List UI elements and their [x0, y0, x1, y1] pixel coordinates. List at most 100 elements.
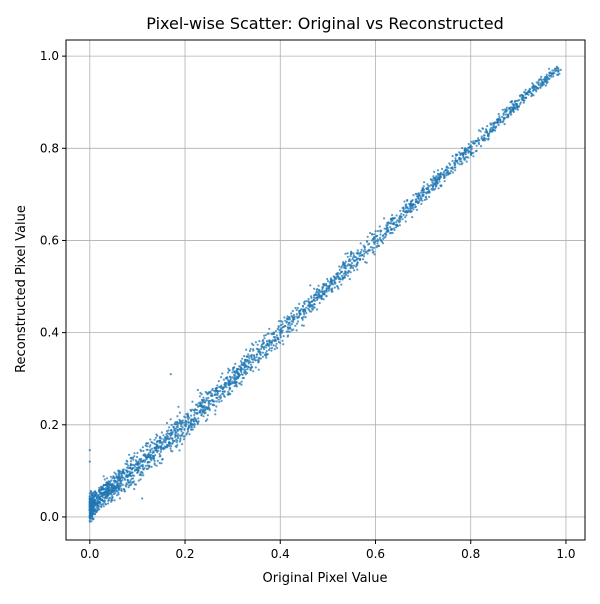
- data-point: [423, 181, 426, 184]
- data-point: [159, 450, 162, 453]
- data-point: [376, 238, 379, 241]
- data-point: [136, 463, 140, 466]
- data-point: [136, 470, 139, 473]
- data-point: [544, 77, 547, 80]
- data-point: [539, 86, 542, 89]
- data-point: [390, 220, 393, 223]
- data-point: [223, 381, 227, 384]
- data-point: [115, 476, 118, 479]
- data-point: [389, 226, 392, 229]
- data-point: [105, 482, 108, 485]
- data-point: [317, 295, 320, 298]
- data-point: [358, 254, 361, 257]
- data-point: [362, 250, 365, 253]
- data-point: [346, 255, 349, 258]
- data-point: [184, 416, 187, 419]
- data-point: [148, 445, 151, 448]
- data-point: [129, 460, 133, 463]
- data-point: [110, 483, 113, 486]
- data-point: [412, 194, 415, 197]
- data-point: [109, 480, 112, 483]
- data-point: [175, 445, 178, 449]
- data-point: [548, 74, 551, 77]
- data-point: [461, 146, 464, 150]
- data-point: [131, 471, 134, 474]
- data-point: [435, 181, 438, 184]
- data-point: [239, 360, 242, 363]
- data-point: [393, 217, 396, 220]
- data-point: [146, 464, 149, 467]
- data-point: [498, 116, 501, 120]
- data-point: [90, 510, 94, 513]
- data-point: [239, 382, 242, 385]
- data-point: [373, 253, 376, 256]
- data-point: [439, 175, 442, 178]
- data-point: [261, 342, 264, 346]
- data-point: [344, 252, 347, 255]
- data-point: [208, 407, 211, 410]
- data-point: [120, 480, 123, 483]
- data-point: [425, 198, 428, 201]
- data-point: [232, 366, 235, 370]
- data-point: [207, 402, 210, 405]
- data-point: [128, 466, 131, 470]
- data-point: [373, 233, 376, 236]
- data-point: [302, 324, 305, 327]
- data-point: [443, 180, 446, 183]
- data-point: [426, 183, 429, 186]
- data-point: [391, 214, 394, 217]
- data-point: [213, 389, 216, 392]
- data-point: [247, 355, 250, 358]
- data-point: [176, 430, 179, 433]
- data-point: [329, 277, 333, 280]
- data-point: [121, 475, 124, 478]
- data-point: [487, 137, 490, 140]
- data-point: [535, 81, 538, 84]
- data-point: [88, 502, 91, 505]
- data-point: [245, 355, 248, 358]
- data-point: [522, 101, 525, 104]
- data-point: [366, 249, 369, 252]
- data-point: [428, 185, 431, 188]
- data-point: [313, 306, 316, 309]
- data-point: [415, 208, 418, 211]
- data-point: [243, 366, 246, 369]
- y-axis-label: Reconstructed Pixel Value: [14, 205, 29, 373]
- data-point: [384, 232, 387, 235]
- data-point: [379, 229, 382, 232]
- data-point: [305, 311, 308, 315]
- data-point: [458, 156, 461, 159]
- data-point: [389, 222, 392, 225]
- data-point: [282, 326, 285, 329]
- data-point: [213, 394, 217, 397]
- data-point: [290, 320, 293, 323]
- data-point: [193, 411, 196, 414]
- data-point: [265, 346, 268, 349]
- data-point: [101, 493, 104, 496]
- data-point: [171, 441, 174, 444]
- data-point: [363, 252, 366, 255]
- data-point: [289, 324, 292, 327]
- data-point: [88, 516, 91, 519]
- data-point: [428, 191, 431, 194]
- data-point: [126, 469, 129, 472]
- data-point: [147, 442, 150, 445]
- data-point: [96, 498, 99, 501]
- data-point: [170, 429, 173, 432]
- data-point: [108, 490, 111, 493]
- data-point: [503, 108, 506, 111]
- data-point: [359, 242, 362, 245]
- data-point: [88, 507, 91, 510]
- data-point: [379, 236, 382, 239]
- data-point: [544, 84, 548, 87]
- data-point: [341, 278, 344, 281]
- data-point: [154, 436, 157, 439]
- data-point: [464, 148, 467, 152]
- data-point: [531, 86, 534, 89]
- data-point: [323, 283, 326, 287]
- data-point: [156, 444, 159, 447]
- data-point: [493, 125, 496, 129]
- data-point: [390, 228, 393, 232]
- data-point: [115, 474, 118, 477]
- data-point: [403, 200, 406, 203]
